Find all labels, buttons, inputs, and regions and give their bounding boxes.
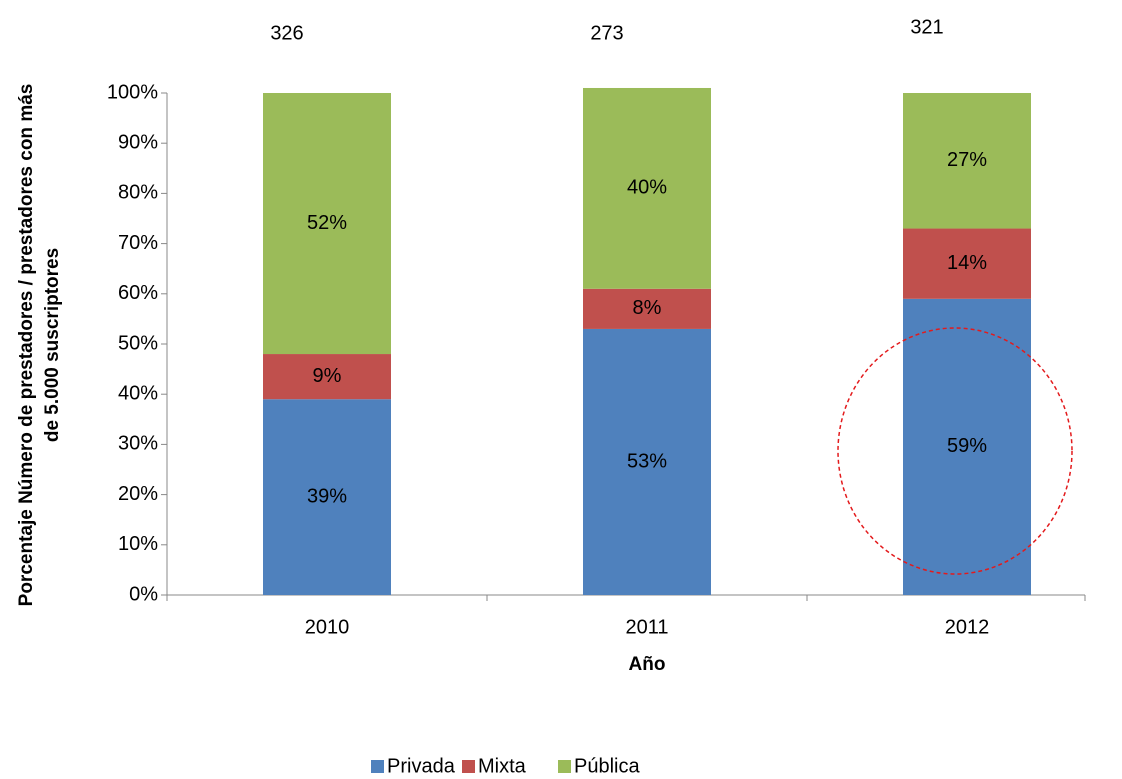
y-tick-label: 10%: [118, 533, 158, 555]
total-label: 321: [910, 16, 943, 38]
total-label: 326: [270, 22, 303, 44]
data-label: 27%: [947, 149, 987, 171]
y-tick-label: 60%: [118, 282, 158, 304]
legend-swatch: [371, 760, 384, 773]
bar-segment: [583, 288, 711, 329]
bar-segment: [263, 399, 391, 595]
y-tick-label: 40%: [118, 382, 158, 404]
bar-segment: [263, 354, 391, 400]
highlight-circle: [837, 327, 1073, 575]
y-tick-label: 0%: [129, 583, 158, 605]
data-label: 14%: [947, 252, 987, 274]
data-label: 39%: [307, 485, 347, 507]
bar-segment: [583, 328, 711, 595]
x-axis-title: Año: [629, 654, 666, 675]
data-label: 59%: [947, 435, 987, 457]
data-label: 40%: [627, 177, 667, 199]
y-tick-label: 30%: [118, 433, 158, 455]
y-tick-label: 70%: [118, 232, 158, 254]
x-tick-label: 2012: [945, 616, 990, 638]
y-tick-label: 90%: [118, 131, 158, 153]
data-label: 53%: [627, 450, 667, 472]
y-tick-label: 100%: [107, 81, 158, 103]
bar-segment: [583, 87, 711, 289]
legend-label: Pública: [574, 755, 640, 777]
data-label: 9%: [313, 365, 342, 387]
legend-label: Privada: [387, 755, 456, 777]
x-tick-label: 2011: [625, 616, 668, 638]
y-axis-title: Porcentaje Número de prestadores / prest…: [16, 84, 63, 607]
data-label: 52%: [307, 212, 347, 234]
legend-swatch: [462, 760, 475, 773]
data-label: 8%: [633, 297, 662, 319]
y-axis-title-line: Porcentaje Número de prestadores / prest…: [16, 84, 37, 607]
y-axis-title-line: de 5.000 suscriptores: [42, 248, 63, 442]
bar-segment: [263, 93, 391, 355]
total-label: 273: [590, 22, 623, 44]
y-tick-label: 50%: [118, 332, 158, 354]
y-tick-label: 80%: [118, 182, 158, 204]
y-tick-label: 20%: [118, 483, 158, 505]
bar-segment: [903, 298, 1031, 595]
bar-segment: [903, 228, 1031, 299]
bar-segment: [903, 93, 1031, 229]
legend-swatch: [558, 760, 571, 773]
legend-label: Mixta: [478, 755, 527, 777]
x-tick-label: 2010: [305, 616, 350, 638]
